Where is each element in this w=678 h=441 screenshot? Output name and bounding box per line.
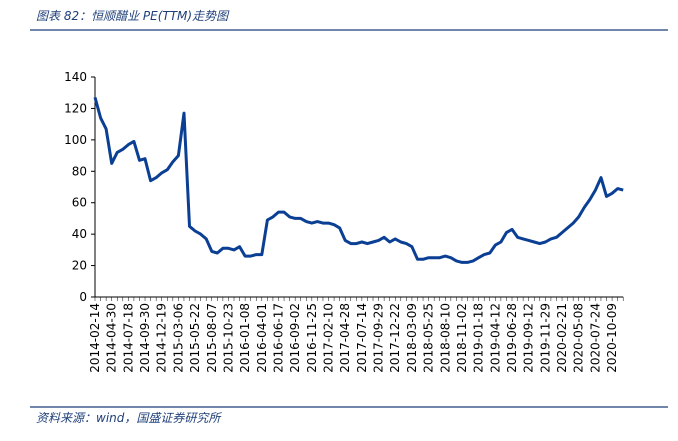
x-tick-label: 2014-04-30 — [105, 303, 119, 373]
x-tick-label: 2020-07-24 — [588, 303, 602, 373]
x-tick-label: 2019-09-12 — [522, 303, 536, 373]
x-tick-label: 2017-04-28 — [338, 303, 352, 373]
y-tick-label: 80 — [72, 164, 87, 178]
x-tick-label: 2017-12-22 — [388, 303, 402, 373]
source-note: 资料来源：wind，国盛证券研究所 — [36, 411, 222, 425]
x-tick-label: 2018-05-25 — [422, 303, 436, 373]
x-tick-label: 2018-03-09 — [405, 303, 419, 373]
y-tick-label: 60 — [72, 196, 87, 210]
x-tick-label: 2014-09-30 — [138, 303, 152, 373]
x-tick-label: 2018-11-02 — [455, 303, 469, 373]
y-tick-label: 40 — [72, 227, 87, 241]
x-tick-label: 2016-01-08 — [238, 303, 252, 373]
x-tick-label: 2017-09-29 — [372, 303, 386, 373]
x-tick-label: 2014-12-19 — [155, 303, 169, 373]
x-tick-label: 2020-10-09 — [605, 303, 619, 373]
x-tick-label: 2014-02-14 — [88, 303, 102, 373]
x-tick-label: 2020-02-21 — [555, 303, 569, 373]
x-tick-label: 2019-11-29 — [538, 303, 552, 373]
x-tick-label: 2015-05-22 — [188, 303, 202, 373]
x-tick-label: 2016-09-02 — [288, 303, 302, 373]
x-tick-label: 2014-07-18 — [121, 303, 135, 373]
y-tick-label: 120 — [64, 101, 87, 115]
x-tick-label: 2019-01-18 — [472, 303, 486, 373]
x-tick-label: 2016-06-17 — [271, 303, 285, 373]
x-tick-label: 2016-11-25 — [305, 303, 319, 373]
x-tick-label: 2015-03-06 — [171, 303, 185, 373]
chart-title: 图表 82：恒顺醋业 PE(TTM)走势图 — [36, 9, 230, 23]
x-tick-label: 2017-07-14 — [355, 303, 369, 373]
x-tick-label: 2018-08-10 — [438, 303, 452, 373]
x-tick-label: 2017-02-10 — [322, 303, 336, 373]
y-tick-label: 100 — [64, 133, 87, 147]
data-line — [93, 97, 624, 264]
x-tick-label: 2016-04-01 — [255, 303, 269, 373]
x-tick-label: 2019-04-12 — [488, 303, 502, 373]
x-tick-label: 2015-10-23 — [221, 303, 235, 373]
y-tick-label: 0 — [79, 290, 87, 304]
x-tick-label: 2015-08-07 — [205, 303, 219, 373]
y-tick-label: 140 — [64, 70, 87, 84]
y-tick-label: 20 — [72, 259, 87, 273]
x-tick-label: 2020-05-08 — [572, 303, 586, 373]
x-tick-label: 2019-06-28 — [505, 303, 519, 373]
